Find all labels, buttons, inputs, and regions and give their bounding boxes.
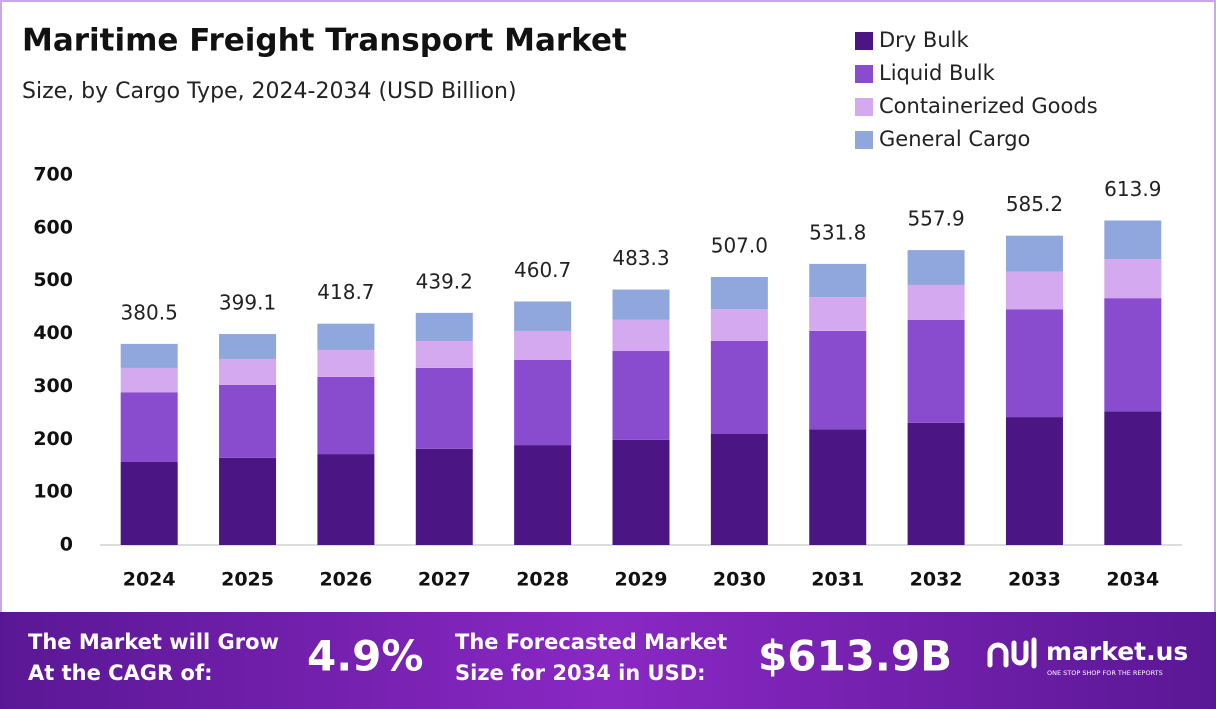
total-label: 418.7 bbox=[317, 280, 374, 304]
total-label: 585.2 bbox=[1006, 192, 1063, 216]
total-label: 483.3 bbox=[612, 246, 669, 270]
logo-shape bbox=[1011, 640, 1029, 666]
bar-segment bbox=[612, 351, 670, 440]
bar-segment bbox=[907, 422, 965, 545]
legend-swatch bbox=[855, 98, 873, 116]
bar-segment bbox=[710, 340, 768, 434]
bar-segment bbox=[514, 445, 572, 545]
y-tick-label: 100 bbox=[33, 481, 73, 503]
x-tick-label: 2033 bbox=[1008, 569, 1061, 591]
banner-value: 4.9% bbox=[307, 632, 423, 681]
brand-tagline: ONE STOP SHOP FOR THE REPORTS bbox=[1047, 669, 1163, 677]
legend-label: Dry Bulk bbox=[879, 28, 969, 52]
banner-text: Size for 2034 in USD: bbox=[455, 661, 706, 685]
banner-text: The Market will Grow bbox=[28, 630, 279, 654]
y-tick-label: 0 bbox=[60, 534, 73, 556]
bar-segment bbox=[1104, 259, 1162, 299]
logo-shape bbox=[987, 642, 1009, 668]
bar-segment bbox=[514, 301, 572, 331]
y-tick-label: 200 bbox=[33, 428, 73, 450]
bar-segment bbox=[415, 367, 473, 449]
x-tick-label: 2028 bbox=[516, 569, 569, 591]
bar-segment bbox=[219, 457, 277, 545]
x-tick-label: 2025 bbox=[221, 569, 274, 591]
bar-segment bbox=[1005, 309, 1063, 418]
y-tick-label: 300 bbox=[33, 375, 73, 397]
bar-segment bbox=[809, 263, 867, 298]
bar-segment bbox=[612, 319, 670, 352]
bar-segment bbox=[809, 429, 867, 545]
x-tick-label: 2032 bbox=[910, 569, 963, 591]
y-tick-label: 600 bbox=[33, 216, 73, 238]
y-tick-label: 400 bbox=[33, 322, 73, 344]
legend-swatch bbox=[855, 131, 873, 149]
bar-segment bbox=[612, 289, 670, 320]
brand-name: market.us bbox=[1046, 637, 1188, 666]
legend-label: Containerized Goods bbox=[879, 94, 1098, 118]
bar-segment bbox=[120, 367, 178, 393]
bar-segment bbox=[809, 297, 867, 331]
bar-segment bbox=[1005, 271, 1063, 310]
bar-segment bbox=[415, 448, 473, 545]
x-tick-label: 2024 bbox=[123, 569, 176, 591]
total-label: 531.8 bbox=[809, 220, 866, 244]
bar-segment bbox=[710, 309, 768, 341]
legend-label: General Cargo bbox=[879, 127, 1030, 151]
banner-text: The Forecasted Market bbox=[455, 630, 727, 654]
total-label: 557.9 bbox=[907, 207, 964, 231]
bar-segment bbox=[120, 462, 178, 545]
x-tick-label: 2030 bbox=[713, 569, 766, 591]
legend-label: Liquid Bulk bbox=[879, 61, 996, 85]
total-label: 507.0 bbox=[711, 234, 768, 258]
total-label: 613.9 bbox=[1104, 177, 1161, 201]
bar-segment bbox=[120, 343, 178, 368]
bar-segment bbox=[1104, 220, 1162, 260]
chart-title: Maritime Freight Transport Market bbox=[22, 23, 627, 59]
bar-segment bbox=[1104, 298, 1162, 412]
bar-segment bbox=[1104, 411, 1162, 545]
bar-segment bbox=[710, 434, 768, 545]
bar-segment bbox=[710, 277, 768, 310]
bar-segment bbox=[317, 323, 375, 350]
banner-value: $613.9B bbox=[758, 632, 952, 681]
bar-segment bbox=[219, 384, 277, 458]
y-tick-label: 500 bbox=[33, 269, 73, 291]
banner-text: At the CAGR of: bbox=[28, 661, 213, 685]
total-label: 460.7 bbox=[514, 258, 571, 282]
x-tick-label: 2026 bbox=[319, 569, 372, 591]
total-label: 380.5 bbox=[121, 300, 178, 324]
bar-segment bbox=[317, 454, 375, 545]
legend-swatch bbox=[855, 65, 873, 83]
bar-segment bbox=[1005, 417, 1063, 545]
x-tick-label: 2034 bbox=[1106, 569, 1159, 591]
brand-logo bbox=[987, 637, 1037, 669]
bar-segment bbox=[219, 358, 277, 385]
bar-segment bbox=[1005, 235, 1063, 272]
bar-segment bbox=[514, 330, 572, 360]
y-tick-label: 700 bbox=[33, 164, 73, 186]
bar-segment bbox=[415, 312, 473, 341]
bar-segment bbox=[415, 340, 473, 368]
chart-subtitle: Size, by Cargo Type, 2024-2034 (USD Bill… bbox=[22, 79, 517, 104]
bar-segment bbox=[219, 334, 277, 359]
x-tick-label: 2031 bbox=[811, 569, 864, 591]
bar-segment bbox=[907, 250, 965, 285]
bar-segment bbox=[317, 376, 375, 455]
total-label: 399.1 bbox=[219, 291, 276, 315]
legend-swatch bbox=[855, 32, 873, 50]
bar-segment bbox=[120, 392, 178, 463]
total-label: 439.2 bbox=[416, 269, 473, 293]
bar-segment bbox=[907, 284, 965, 320]
x-tick-label: 2027 bbox=[418, 569, 471, 591]
bar-segment bbox=[317, 349, 375, 377]
x-tick-label: 2029 bbox=[615, 569, 668, 591]
bar-segment bbox=[907, 319, 965, 423]
bar-segment bbox=[612, 439, 670, 545]
bar-segment bbox=[514, 360, 572, 446]
bar-segment bbox=[809, 330, 867, 430]
